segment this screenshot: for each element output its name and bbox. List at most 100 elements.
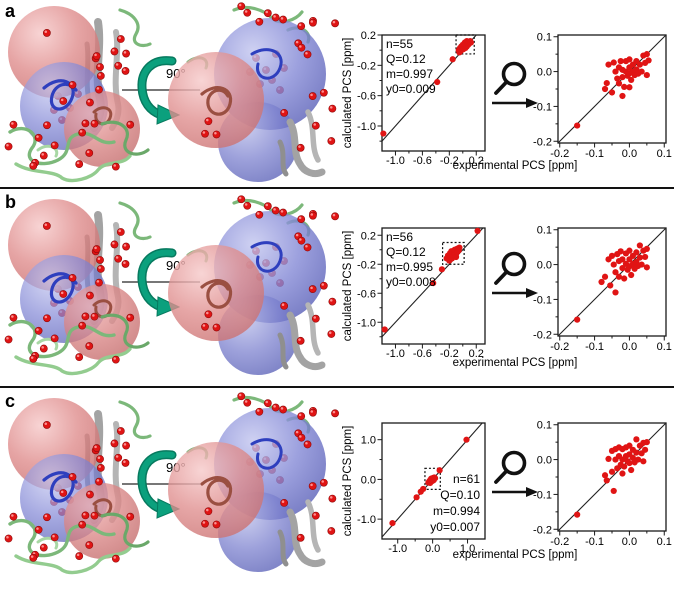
ribbon-strand xyxy=(14,546,132,575)
pcs-site-highlight xyxy=(244,203,248,206)
pcs-site-sphere xyxy=(111,554,120,563)
ribbon-strand xyxy=(42,272,78,304)
pcs-site-sphere xyxy=(243,8,252,17)
pcs-site-sphere xyxy=(308,18,317,27)
data-point xyxy=(608,468,616,475)
pcs-site-sphere xyxy=(9,512,18,521)
data-point xyxy=(449,56,456,63)
pcs-site-highlight xyxy=(11,122,14,125)
tensor-lobe-red xyxy=(64,483,140,559)
pcs-site-sphere xyxy=(78,520,87,529)
zoom-region-box xyxy=(441,241,465,265)
pcs-site-highlight xyxy=(11,315,14,318)
pcs-site-highlight xyxy=(118,428,121,432)
pcs-site-sphere xyxy=(34,133,43,142)
pcs-site-sphere xyxy=(116,427,125,435)
data-point xyxy=(608,89,616,96)
right-scatter-plot: -0.2 -0.1 0.0 0.1 0.1 0.0 -0.1 -0.2 xyxy=(533,420,672,548)
zoom-region-box xyxy=(424,467,441,490)
x-tick-label: -0.2 xyxy=(440,155,459,167)
pcs-site-highlight xyxy=(44,122,48,126)
pcs-site-highlight xyxy=(281,500,285,503)
pcs-site-highlight xyxy=(214,132,217,135)
data-point xyxy=(612,68,619,75)
pcs-site-sphere xyxy=(96,256,104,264)
data-point xyxy=(430,280,437,287)
pcs-site-highlight xyxy=(310,20,314,23)
rotation-arrow-head xyxy=(156,296,181,317)
pcs-site-highlight xyxy=(98,266,101,269)
pcs-site-sphere xyxy=(296,336,305,345)
pcs-site-sphere xyxy=(243,201,252,210)
magnifier-icon xyxy=(492,251,538,298)
x-tick-label: 0.0 xyxy=(622,148,637,160)
pcs-site-sphere xyxy=(78,128,87,137)
pcs-site-sphere xyxy=(201,129,209,138)
pcs-site-sphere xyxy=(29,161,38,170)
pcs-site-highlight xyxy=(60,490,64,494)
ribbon-strand xyxy=(277,139,289,177)
pcs-site-sphere xyxy=(111,162,120,171)
pcs-site-highlight xyxy=(273,405,276,408)
y-tick-label: -0.6 xyxy=(357,288,376,300)
pcs-site-highlight xyxy=(310,410,314,413)
x-tick-label: -0.1 xyxy=(585,341,604,353)
x-tick-label: -0.2 xyxy=(550,536,569,548)
pcs-site-highlight xyxy=(97,64,101,68)
pcs-site-sphere xyxy=(237,195,246,204)
pcs-site-highlight xyxy=(265,400,269,404)
rotation-arrow-head xyxy=(156,498,181,519)
data-point xyxy=(610,487,617,495)
pcs-site-highlight xyxy=(206,508,209,512)
pcs-site-highlight xyxy=(328,528,332,532)
y-tick-label: -0.1 xyxy=(533,489,552,501)
fit-statistics-line: y0=0.008 xyxy=(386,275,436,289)
pcs-site-highlight xyxy=(94,445,97,449)
x-axis-label: experimental PCS [ppm] xyxy=(452,357,578,369)
pcs-site-sphere xyxy=(297,236,306,245)
pcs-site-highlight xyxy=(280,407,284,410)
pcs-site-sphere xyxy=(263,399,272,408)
pcs-site-highlight xyxy=(206,118,209,122)
ribbon-strand xyxy=(42,471,78,503)
pcs-site-highlight xyxy=(118,229,121,233)
pcs-site-highlight xyxy=(87,492,91,495)
pcs-site-sphere xyxy=(263,202,272,211)
pcs-site-highlight xyxy=(76,161,80,165)
pcs-site-highlight xyxy=(256,409,260,412)
ribbon-strand xyxy=(100,120,150,156)
pcs-site-sphere xyxy=(50,533,59,542)
ribbon-strand xyxy=(92,106,113,126)
protein-structure-side-view xyxy=(4,6,152,183)
data-point xyxy=(626,442,633,449)
pcs-site-highlight xyxy=(30,356,34,359)
data-point xyxy=(452,253,460,261)
data-point xyxy=(381,326,388,333)
x-tick-label: -0.6 xyxy=(413,155,432,167)
pcs-site-highlight xyxy=(299,238,302,241)
pcs-site-sphere xyxy=(116,228,125,236)
pcs-site-highlight xyxy=(202,131,206,134)
y-tick-label: -0.2 xyxy=(533,136,552,148)
ribbon-strand xyxy=(200,476,233,506)
pcs-site-highlight xyxy=(310,483,313,487)
pcs-site-sphere xyxy=(42,421,51,429)
data-point xyxy=(636,242,643,249)
pcs-site-highlight xyxy=(113,556,116,559)
x-tick-label: -1.0 xyxy=(386,155,405,167)
pcs-site-sphere xyxy=(90,312,99,321)
data-point xyxy=(641,446,649,453)
data-point xyxy=(607,282,614,289)
x-axis-label: experimental PCS [ppm] xyxy=(452,160,578,172)
y-tick-label: -1.0 xyxy=(357,317,376,329)
pcs-site-sphere xyxy=(95,278,103,287)
pcs-site-highlight xyxy=(41,545,44,548)
pcs-site-sphere xyxy=(279,208,287,217)
data-point xyxy=(436,467,443,474)
pcs-site-sphere xyxy=(297,412,306,421)
pcs-site-sphere xyxy=(308,285,317,293)
ribbon-strand xyxy=(14,347,132,376)
pcs-site-highlight xyxy=(6,337,9,340)
pcs-site-sphere xyxy=(212,323,221,332)
pcs-site-sphere xyxy=(280,301,289,310)
